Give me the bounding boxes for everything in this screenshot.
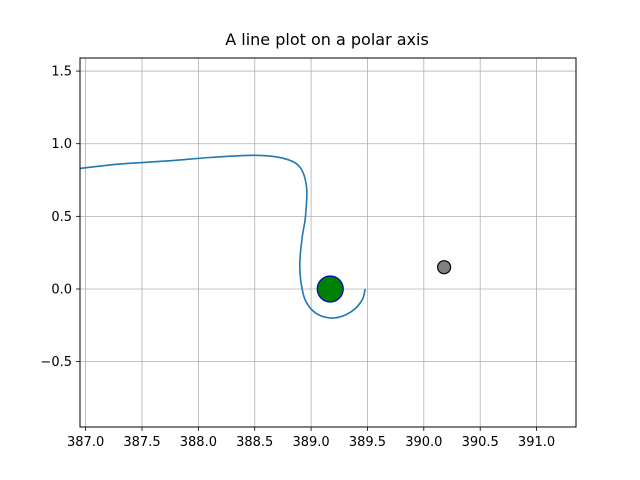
y-tick-label: 1.0 (51, 137, 72, 152)
y-tick-label: −0.5 (40, 355, 72, 370)
marker-point (316, 275, 344, 303)
x-tick-label: 387.0 (67, 435, 104, 450)
x-tick-label: 390.0 (405, 435, 442, 450)
x-tick-label: 391.0 (518, 435, 555, 450)
x-axis: 387.0 387.5 388.0 388.5 389.0 389.5 390.0 390.5… (67, 427, 555, 450)
x-tick-label: 390.5 (462, 435, 499, 450)
series-layer (79, 154, 366, 319)
y-tick-label: 0.0 (51, 282, 72, 297)
plot-frame (79, 57, 577, 428)
chart-title: A line plot on a polar axis (225, 30, 429, 49)
x-tick-label: 387.5 (123, 435, 160, 450)
x-tick-label: 389.5 (349, 435, 386, 450)
x-tick-label: 389.0 (292, 435, 329, 450)
grid (80, 58, 576, 427)
marker-point (437, 260, 452, 275)
y-tick-label: 0.5 (51, 210, 72, 225)
x-tick-label: 388.5 (236, 435, 273, 450)
marker-layer (316, 260, 452, 303)
series-line (79, 154, 366, 319)
y-axis: −0.5 0.0 0.5 1.0 1.5 (40, 65, 80, 370)
x-tick-label: 388.0 (180, 435, 217, 450)
y-tick-label: 1.5 (51, 65, 72, 80)
